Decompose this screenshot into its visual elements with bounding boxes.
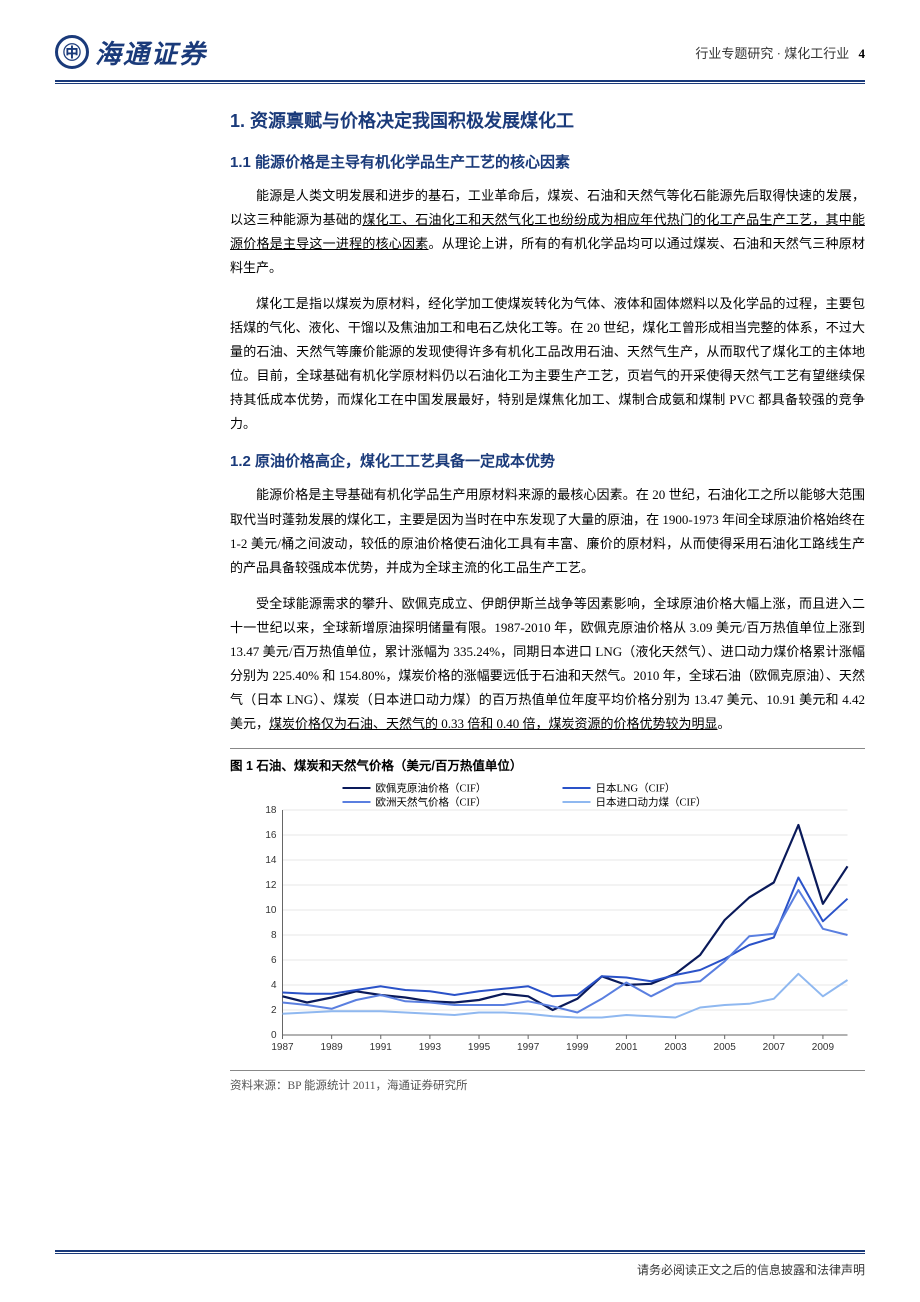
svg-text:1987: 1987 [271, 1042, 294, 1053]
svg-text:1997: 1997 [517, 1042, 540, 1053]
section-1-2-title: 1.2 原油价格高企，煤化工工艺具备一定成本优势 [230, 450, 865, 471]
svg-text:2001: 2001 [615, 1042, 638, 1053]
svg-text:1995: 1995 [468, 1042, 491, 1053]
svg-text:8: 8 [271, 930, 277, 941]
figure-rule-bottom [230, 1070, 865, 1071]
svg-text:2003: 2003 [664, 1042, 687, 1053]
logo-text: 海通证券 [95, 34, 207, 71]
emphasis-underline: 煤炭价格仅为石油、天然气的 0.33 倍和 0.40 倍，煤炭资源的价格优势较为… [269, 716, 718, 731]
svg-text:欧佩克原油价格（CIF）: 欧佩克原油价格（CIF） [376, 781, 487, 794]
svg-text:10: 10 [265, 905, 277, 916]
svg-text:1993: 1993 [419, 1042, 442, 1053]
svg-text:1989: 1989 [321, 1042, 344, 1053]
company-logo: ㊥ 海通证券 [55, 34, 207, 71]
footer-disclaimer: 请务必阅读正文之后的信息披露和法律声明 [637, 1261, 865, 1278]
svg-text:12: 12 [265, 880, 277, 891]
doc-category: 行业专题研究 · 煤化工行业 [695, 46, 849, 61]
main-content: 1. 资源禀赋与价格决定我国积极发展煤化工 1.1 能源价格是主导有机化学品生产… [230, 107, 865, 1093]
page-number: 4 [859, 46, 866, 61]
section-1-title: 1. 资源禀赋与价格决定我国积极发展煤化工 [230, 107, 865, 133]
header-divider [55, 80, 865, 83]
logo-icon: ㊥ [55, 35, 89, 69]
svg-text:0: 0 [271, 1030, 277, 1041]
footer-divider [55, 1250, 865, 1254]
svg-text:4: 4 [271, 980, 277, 991]
svg-text:1991: 1991 [370, 1042, 393, 1053]
svg-text:日本进口动力煤（CIF）: 日本进口动力煤（CIF） [596, 795, 707, 808]
para-1-2-b: 受全球能源需求的攀升、欧佩克成立、伊朗伊斯兰战争等因素影响，全球原油价格大幅上涨… [230, 592, 865, 736]
figure-rule-top [230, 748, 865, 749]
svg-text:14: 14 [265, 855, 277, 866]
figure-1-title: 图 1 石油、煤炭和天然气价格（美元/百万热值单位） [230, 755, 865, 774]
para-1-2-a: 能源价格是主导基础有机化学品生产用原材料来源的最核心因素。在 20 世纪，石油化… [230, 483, 865, 579]
svg-text:1999: 1999 [566, 1042, 589, 1053]
svg-text:2: 2 [271, 1005, 277, 1016]
line-chart-svg: 0 2 4 6 8 10 12 14 16 18 1987 1989 1991 1993 1995 1997 1… [230, 780, 865, 1060]
svg-text:6: 6 [271, 955, 277, 966]
para-1-1-b: 煤化工是指以煤炭为原材料，经化学加工使煤炭转化为气体、液体和固体燃料以及化学品的… [230, 292, 865, 436]
header-meta: 行业专题研究 · 煤化工行业 4 [695, 43, 865, 62]
svg-text:2007: 2007 [763, 1042, 786, 1053]
figure-1-chart: 0 2 4 6 8 10 12 14 16 18 1987 1989 1991 1993 1995 1997 1… [230, 780, 865, 1060]
svg-text:欧洲天然气价格（CIF）: 欧洲天然气价格（CIF） [376, 795, 487, 808]
section-1-1-title: 1.1 能源价格是主导有机化学品生产工艺的核心因素 [230, 151, 865, 172]
page-header: ㊥ 海通证券 行业专题研究 · 煤化工行业 4 [55, 30, 865, 80]
svg-text:16: 16 [265, 830, 277, 841]
svg-text:日本LNG（CIF）: 日本LNG（CIF） [596, 781, 676, 794]
figure-1-source: 资料来源：BP 能源统计 2011，海通证券研究所 [230, 1077, 865, 1093]
svg-text:18: 18 [265, 805, 277, 816]
para-1-1-a: 能源是人类文明发展和进步的基石，工业革命后，煤炭、石油和天然气等化石能源先后取得… [230, 184, 865, 280]
svg-text:2009: 2009 [812, 1042, 835, 1053]
svg-text:2005: 2005 [714, 1042, 737, 1053]
